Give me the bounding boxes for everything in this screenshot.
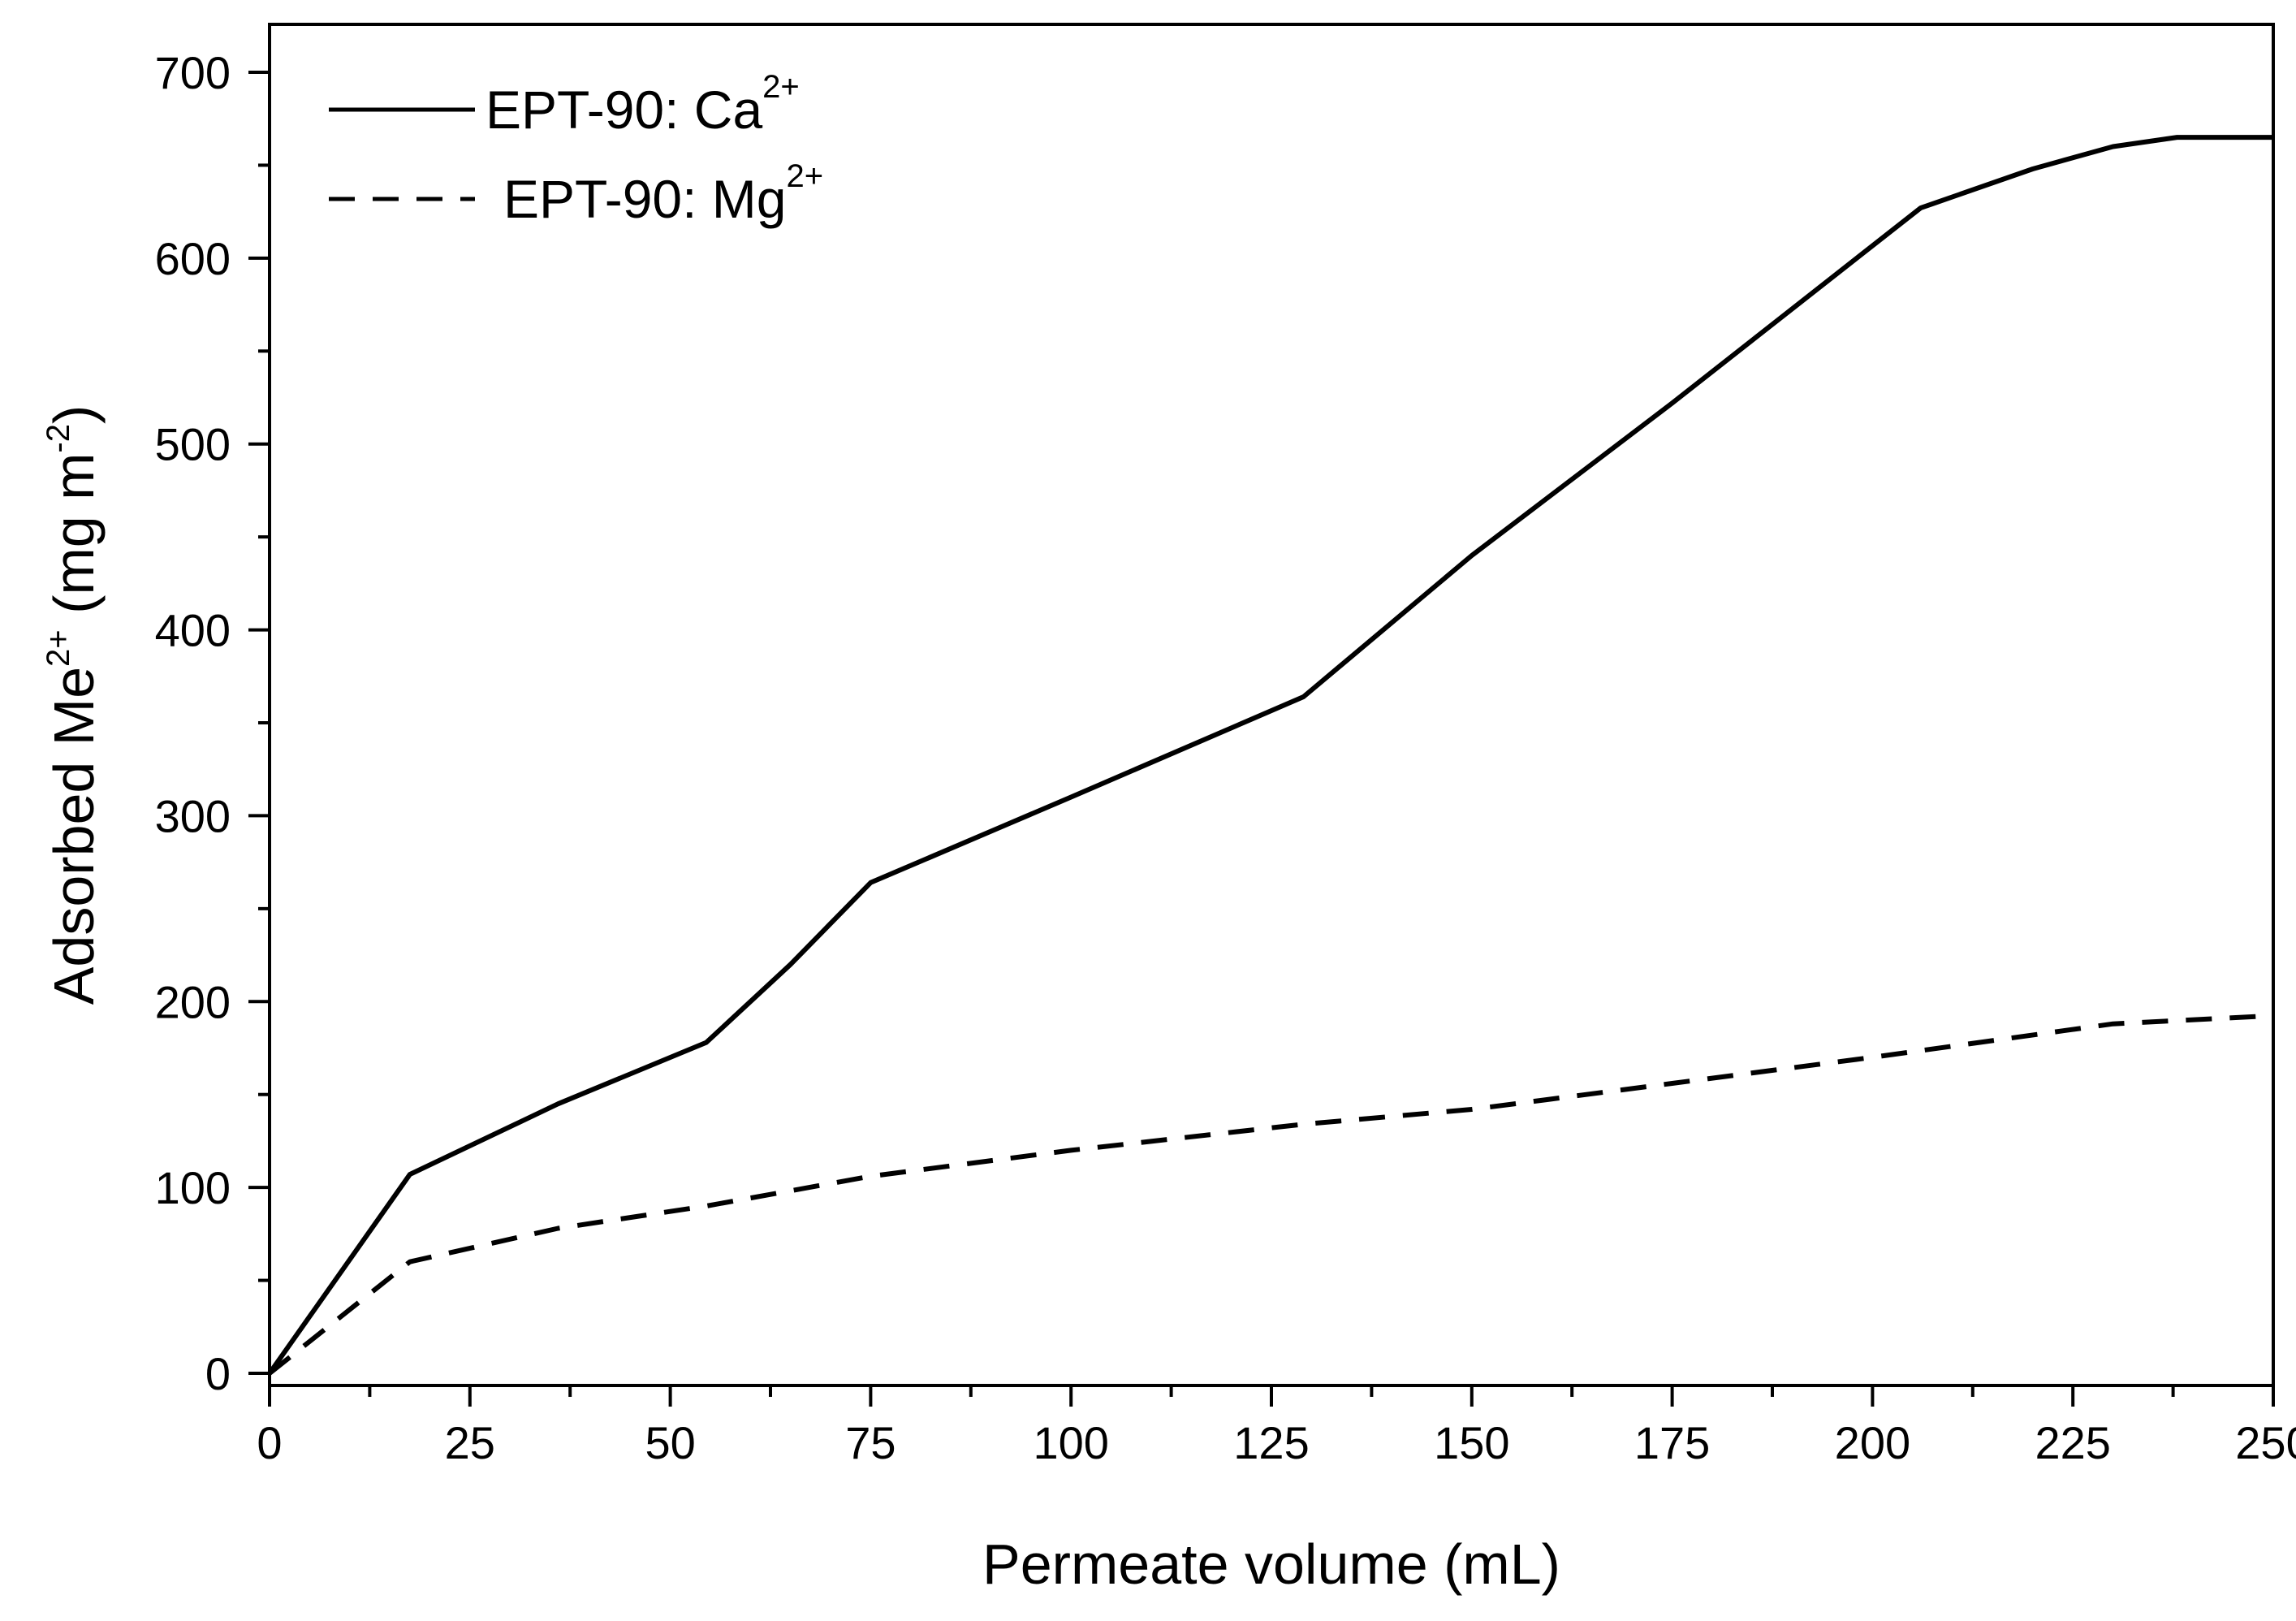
x-tick-label: 125 — [1233, 1417, 1309, 1468]
legend-label-ca: EPT-90: Ca2+ — [486, 69, 800, 140]
legend: EPT-90: Ca2+ EPT-90: Mg2+ — [329, 69, 823, 229]
x-tick-label: 175 — [1634, 1417, 1710, 1468]
y-tick-label: 200 — [155, 976, 231, 1027]
y-tick-label: 100 — [155, 1162, 231, 1213]
y-axis-title-unit-close: ) — [42, 405, 106, 424]
y-axis-title-prefix: Adsorbed Me — [42, 667, 106, 1005]
y-tick-label: 500 — [155, 419, 231, 470]
y-axis-title-unit-open: (mg m — [42, 453, 106, 630]
x-tick-label: 75 — [845, 1417, 896, 1468]
x-tick-label: 200 — [1835, 1417, 1910, 1468]
legend-label-mg: EPT-90: Mg2+ — [503, 158, 823, 229]
y-axis-title-unit-sup: -2 — [41, 424, 76, 453]
y-tick-label: 0 — [205, 1348, 231, 1399]
y-axis-title-prefix-sup: 2+ — [41, 629, 76, 667]
x-axis-title: Permeate volume (mL) — [982, 1532, 1560, 1596]
y-tick-label: 400 — [155, 605, 231, 656]
y-tick-label: 600 — [155, 233, 231, 284]
x-tick-label: 25 — [445, 1417, 495, 1468]
y-tick-label: 700 — [155, 47, 231, 98]
ticks: 0 25 50 75 100 125 150 175 200 225 250 0 100 200 300 40… — [155, 47, 2296, 1468]
x-tick-label: 225 — [2035, 1417, 2110, 1468]
legend-label-ca-sup: 2+ — [762, 69, 800, 105]
x-tick-label: 250 — [2235, 1417, 2296, 1468]
series-layer — [267, 135, 2273, 1376]
series-line-ca — [267, 135, 2273, 1375]
legend-label-mg-sup: 2+ — [786, 158, 823, 194]
y-axis-title: Adsorbed Me2+ (mg m-2) — [41, 405, 106, 1005]
x-tick-label: 150 — [1434, 1417, 1509, 1468]
series-line-mg — [268, 1014, 2258, 1376]
y-tick-label: 300 — [155, 790, 231, 841]
x-tick-label: 100 — [1033, 1417, 1108, 1468]
x-tick-label: 50 — [645, 1417, 695, 1468]
x-tick-label: 0 — [257, 1417, 282, 1468]
legend-label-ca-text: EPT-90: Ca — [486, 80, 762, 140]
legend-label-mg-text: EPT-90: Mg — [503, 169, 786, 229]
